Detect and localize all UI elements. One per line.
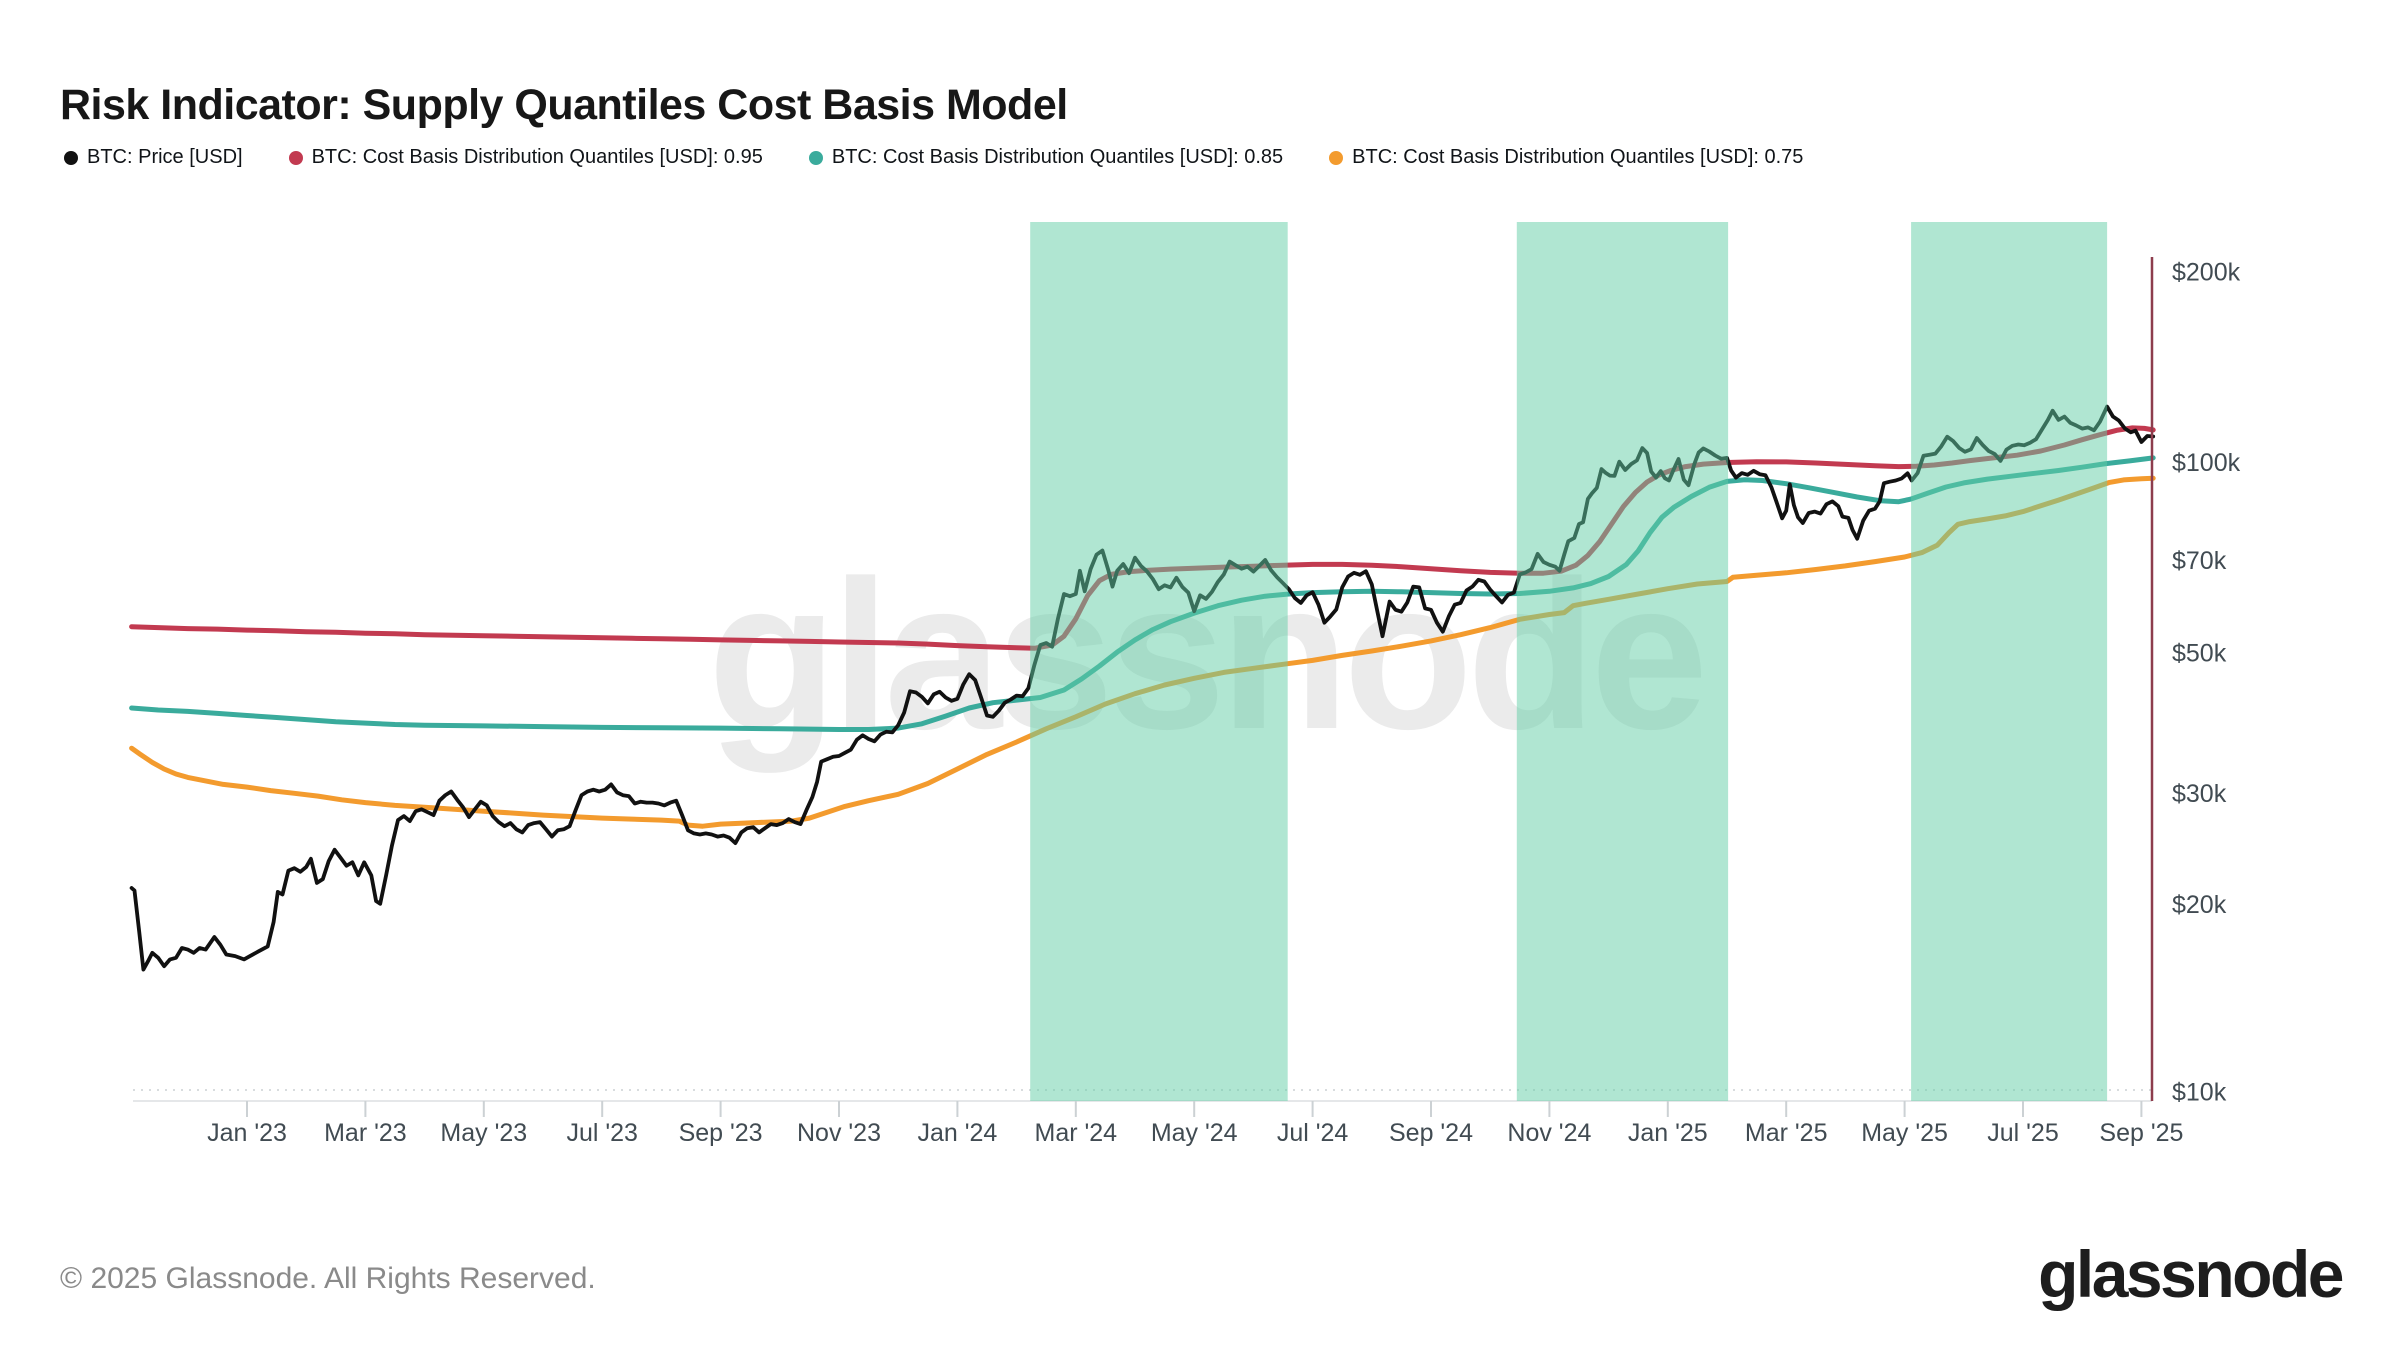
x-tick-label: Jul '25 [1987, 1119, 2058, 1147]
x-tick-label: May '23 [440, 1119, 527, 1147]
y-tick-label: $70k [2172, 547, 2227, 575]
y-tick-label: $200k [2172, 259, 2241, 287]
legend-item-label: BTC: Cost Basis Distribution Quantiles [… [1352, 146, 1804, 168]
risk-band [1030, 222, 1288, 1101]
page-title: Risk Indicator: Supply Quantiles Cost Ba… [60, 80, 1068, 129]
x-tick-label: Mar '25 [1745, 1119, 1828, 1147]
x-tick-label: Nov '23 [797, 1119, 881, 1147]
x-tick-label: Sep '23 [679, 1119, 763, 1147]
legend-item-label: BTC: Cost Basis Distribution Quantiles [… [831, 146, 1284, 168]
glassnode-logo: glassnode [2038, 1237, 2344, 1311]
x-tick-label: Sep '25 [2099, 1119, 2183, 1147]
legend-swatch-icon [64, 150, 78, 165]
legend-swatch-icon [808, 150, 823, 165]
risk-band [1911, 222, 2108, 1101]
y-tick-label: $20k [2172, 891, 2227, 919]
legend-swatch-icon [1329, 150, 1344, 165]
x-tick-label: May '25 [1861, 1119, 1948, 1147]
y-tick-label: $30k [2172, 780, 2227, 808]
legend-item-1[interactable]: BTC: Cost Basis Distribution Quantiles [… [288, 146, 763, 169]
x-tick-label: Mar '23 [324, 1119, 407, 1147]
x-tick-label: Jan '23 [207, 1119, 287, 1147]
legend-item-3[interactable]: BTC: Cost Basis Distribution Quantiles [… [1329, 146, 1803, 169]
legend-item-2[interactable]: BTC: Cost Basis Distribution Quantiles [… [808, 146, 1284, 169]
legend-swatch-icon [288, 150, 303, 165]
y-tick-label: $100k [2172, 449, 2241, 477]
copyright-text: © 2025 Glassnode. All Rights Reserved. [60, 1262, 596, 1295]
risk-band [1516, 222, 1729, 1101]
x-tick-label: Jan '24 [917, 1119, 997, 1147]
x-tick-label: Jul '24 [1277, 1119, 1349, 1147]
x-tick-label: Sep '24 [1389, 1119, 1473, 1147]
legend: BTC: Price [USD] BTC: Cost Basis Distribu… [64, 146, 1803, 169]
legend-item-label: BTC: Price [USD] [87, 146, 243, 168]
legend-item-label: BTC: Cost Basis Distribution Quantiles [… [311, 146, 763, 168]
x-tick-label: Jul '23 [566, 1119, 637, 1147]
x-tick-label: May '24 [1151, 1119, 1238, 1147]
y-tick-label: $10k [2172, 1079, 2227, 1107]
x-tick-label: Mar '24 [1035, 1119, 1118, 1147]
legend-item-0[interactable]: BTC: Price [USD] [64, 146, 243, 169]
y-tick-label: $50k [2172, 639, 2227, 667]
x-tick-label: Nov '24 [1507, 1119, 1591, 1147]
x-tick-label: Jan '25 [1628, 1119, 1708, 1147]
